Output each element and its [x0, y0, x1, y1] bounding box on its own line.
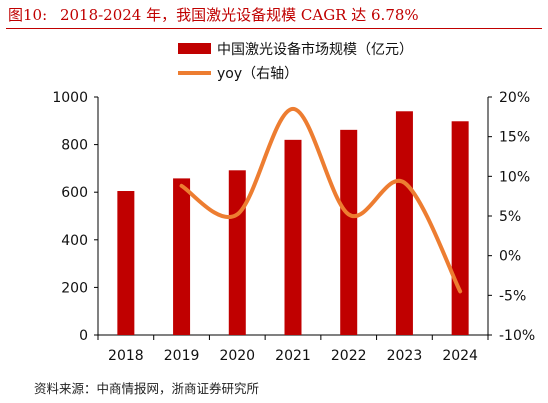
- left-tick-label: 800: [61, 138, 88, 154]
- figure-title-text: 2018-2024 年，我国激光设备规模 CAGR 达 6.78%: [59, 6, 419, 24]
- right-tick-label: -5%: [499, 288, 526, 304]
- legend: 中国激光设备市场规模（亿元） yoy（右轴）: [178, 41, 413, 82]
- source-note: 资料来源：中商情报网，浙商证券研究所: [34, 381, 260, 396]
- yoy-series: [179, 106, 463, 294]
- right-tick-label: 0%: [499, 249, 521, 265]
- x-tick-label: 2018: [108, 348, 144, 364]
- right-tick-label: 10%: [499, 169, 530, 185]
- x-tick-label: 2021: [275, 348, 311, 364]
- left-tick-label: 400: [61, 233, 88, 249]
- bar-2019: [173, 178, 191, 335]
- right-tick-label: 15%: [499, 130, 530, 146]
- figure-title: 图10: 2018-2024 年，我国激光设备规模 CAGR 达 6.78%: [8, 4, 538, 26]
- x-tick-label: 2023: [387, 348, 423, 364]
- bar-2018: [117, 191, 135, 335]
- left-tick-label: 1000: [52, 90, 88, 106]
- bar-2023: [395, 111, 413, 335]
- left-tick-label: 600: [61, 185, 88, 201]
- bar-2020: [228, 170, 246, 335]
- bar-2022: [340, 129, 358, 335]
- right-tick-label: 5%: [499, 209, 521, 225]
- x-tick-label: 2022: [331, 348, 367, 364]
- x-tick-label: 2020: [219, 348, 255, 364]
- left-tick-label: 0: [79, 328, 88, 344]
- legend-swatch-bar: [178, 43, 211, 54]
- axes: 0 200 400 600 800 1000 -10% -5% 0% 5% 10% 15% 20% 201…: [52, 90, 535, 364]
- x-tick-label: 2024: [442, 348, 478, 364]
- bar-2024: [451, 121, 469, 335]
- figure-number: 图10:: [8, 6, 48, 24]
- x-tick-label: 2019: [164, 348, 200, 364]
- chart: 中国激光设备市场规模（亿元） yoy（右轴） 0 200 400 600 800 1000…: [52, 41, 535, 364]
- yoy-line: [179, 106, 463, 294]
- legend-label-bar: 中国激光设备市场规模（亿元）: [217, 41, 413, 58]
- right-tick-label: -10%: [499, 328, 535, 344]
- legend-label-line: yoy（右轴）: [217, 66, 298, 82]
- bar-2021: [284, 139, 302, 335]
- title-rule: [6, 28, 542, 29]
- left-tick-label: 200: [61, 280, 88, 296]
- bar-series: [117, 111, 469, 335]
- right-tick-label: 20%: [499, 90, 530, 106]
